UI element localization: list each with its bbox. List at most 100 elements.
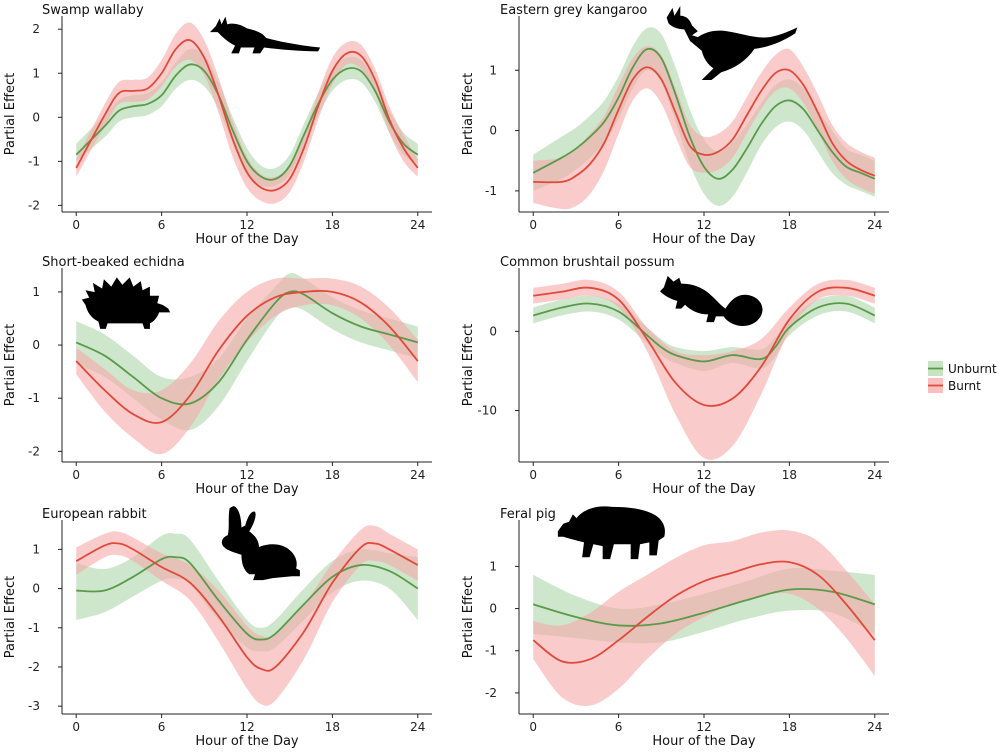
- y-tick-label: 1: [32, 285, 40, 299]
- x-tick-label: 12: [696, 218, 711, 232]
- line-burnt: [75, 39, 419, 192]
- y-tick-label: 1: [489, 63, 497, 77]
- band-burnt: [533, 46, 875, 210]
- x-tick-label: 12: [239, 218, 254, 232]
- line-unburnt: [532, 47, 876, 180]
- line-unburnt: [532, 588, 876, 627]
- x-tick-label: 6: [158, 218, 166, 232]
- y-tick-label: -1: [28, 154, 40, 168]
- x-tick-label: 12: [696, 468, 711, 482]
- y-tick-label: 2: [32, 22, 40, 36]
- y-tick-label: -2: [28, 198, 40, 212]
- line-burnt: [533, 286, 876, 407]
- x-tick-label: 18: [782, 468, 797, 482]
- echidna-icon: [81, 277, 171, 329]
- legend: Unburnt Burnt: [928, 361, 997, 393]
- panel-title: Feral pig: [500, 507, 556, 522]
- x-axis-label: Hour of the Day: [652, 482, 756, 497]
- y-axis-label: Partial Effect: [3, 576, 18, 658]
- x-tick-label: 6: [158, 720, 166, 734]
- x-tick-label: 24: [867, 720, 882, 734]
- band-burnt: [76, 277, 418, 455]
- y-tick-label: 1: [489, 559, 497, 573]
- panel-2: 0 6 12 18 24 -1 0 1 Eastern grey kangaroo Hour of…: [461, 3, 889, 247]
- x-tick-label: 18: [325, 218, 340, 232]
- x-tick-label: 12: [696, 720, 711, 734]
- line-unburnt: [75, 290, 419, 406]
- line-burnt: [533, 66, 876, 184]
- band-burnt: [76, 525, 418, 706]
- y-tick-label: 0: [489, 602, 497, 616]
- x-tick-label: 6: [158, 468, 166, 482]
- panel-title: Swamp wallaby: [42, 3, 144, 18]
- y-tick-label: -1: [485, 184, 497, 198]
- x-tick-label: 18: [782, 720, 797, 734]
- y-axis-label: Partial Effect: [461, 324, 476, 406]
- x-tick-label: 0: [72, 218, 80, 232]
- rabbit-icon: [221, 506, 300, 581]
- pig-icon: [557, 506, 665, 560]
- band-burnt: [533, 530, 875, 706]
- x-axis-label: Hour of the Day: [195, 482, 299, 497]
- y-tick-label: -3: [28, 699, 40, 713]
- panel-title: Common brushtail possum: [500, 255, 675, 270]
- x-tick-label: 6: [615, 218, 623, 232]
- x-tick-label: 0: [529, 218, 537, 232]
- x-tick-label: 18: [325, 468, 340, 482]
- x-tick-label: 18: [782, 218, 797, 232]
- y-tick-label: -2: [485, 686, 497, 700]
- band-burnt: [76, 22, 418, 204]
- line-burnt: [75, 541, 419, 672]
- x-tick-label: 24: [867, 468, 882, 482]
- possum-icon: [660, 275, 763, 326]
- y-tick-label: -2: [28, 444, 40, 458]
- wallaby-icon: [209, 16, 321, 54]
- panel-5: 0 6 12 18 24 -3 -2 -1 0 1 European rabbit Hour of t…: [3, 506, 432, 749]
- legend-label-burnt: Burnt: [948, 379, 981, 393]
- x-tick-label: 24: [410, 720, 425, 734]
- line-burnt: [75, 290, 419, 424]
- y-axis-label: Partial Effect: [461, 576, 476, 658]
- x-tick-label: 0: [72, 468, 80, 482]
- y-tick-label: 1: [32, 542, 40, 556]
- y-axis-label: Partial Effect: [3, 73, 18, 155]
- x-tick-label: 0: [529, 468, 537, 482]
- y-tick-label: -1: [28, 391, 40, 405]
- x-axis-label: Hour of the Day: [195, 734, 299, 749]
- band-unburnt: [533, 295, 875, 371]
- x-tick-label: 0: [72, 720, 80, 734]
- y-tick-label: 0: [32, 110, 40, 124]
- panel-title: Eastern grey kangaroo: [500, 3, 647, 18]
- panel-title: Short-beaked echidna: [42, 255, 185, 270]
- panel-4: 0 6 12 18 24 -10 0 Common brushtail possum Hour …: [461, 255, 889, 497]
- y-tick-label: 0: [32, 338, 40, 352]
- panel-6: 0 6 12 18 24 -2 -1 0 1 Feral pig Hour of the Day Pa…: [461, 506, 889, 749]
- x-tick-label: 12: [239, 468, 254, 482]
- x-tick-label: 6: [615, 720, 623, 734]
- line-unburnt: [76, 555, 419, 641]
- line-burnt: [532, 560, 876, 664]
- panel-3: 0 6 12 18 24 -2 -1 0 1 Short-beaked echidna Hour o…: [3, 255, 432, 497]
- y-tick-label: -1: [28, 621, 40, 635]
- x-tick-label: 24: [867, 218, 882, 232]
- y-tick-label: -2: [28, 660, 40, 674]
- y-tick-label: 0: [489, 124, 497, 138]
- band-burnt: [533, 279, 875, 460]
- y-tick-label: -1: [485, 644, 497, 658]
- line-unburnt: [75, 63, 419, 181]
- x-axis-label: Hour of the Day: [652, 734, 756, 749]
- panel-title: European rabbit: [42, 507, 147, 522]
- line-unburnt: [532, 302, 876, 363]
- x-axis-label: Hour of the Day: [652, 232, 756, 247]
- y-tick-label: -10: [477, 404, 497, 418]
- x-tick-label: 0: [529, 720, 537, 734]
- x-axis-label: Hour of the Day: [195, 232, 299, 247]
- y-tick-label: 0: [489, 324, 497, 338]
- y-axis-label: Partial Effect: [461, 73, 476, 155]
- x-tick-label: 24: [410, 218, 425, 232]
- x-tick-label: 6: [615, 468, 623, 482]
- y-tick-label: 0: [32, 582, 40, 596]
- x-tick-label: 18: [325, 720, 340, 734]
